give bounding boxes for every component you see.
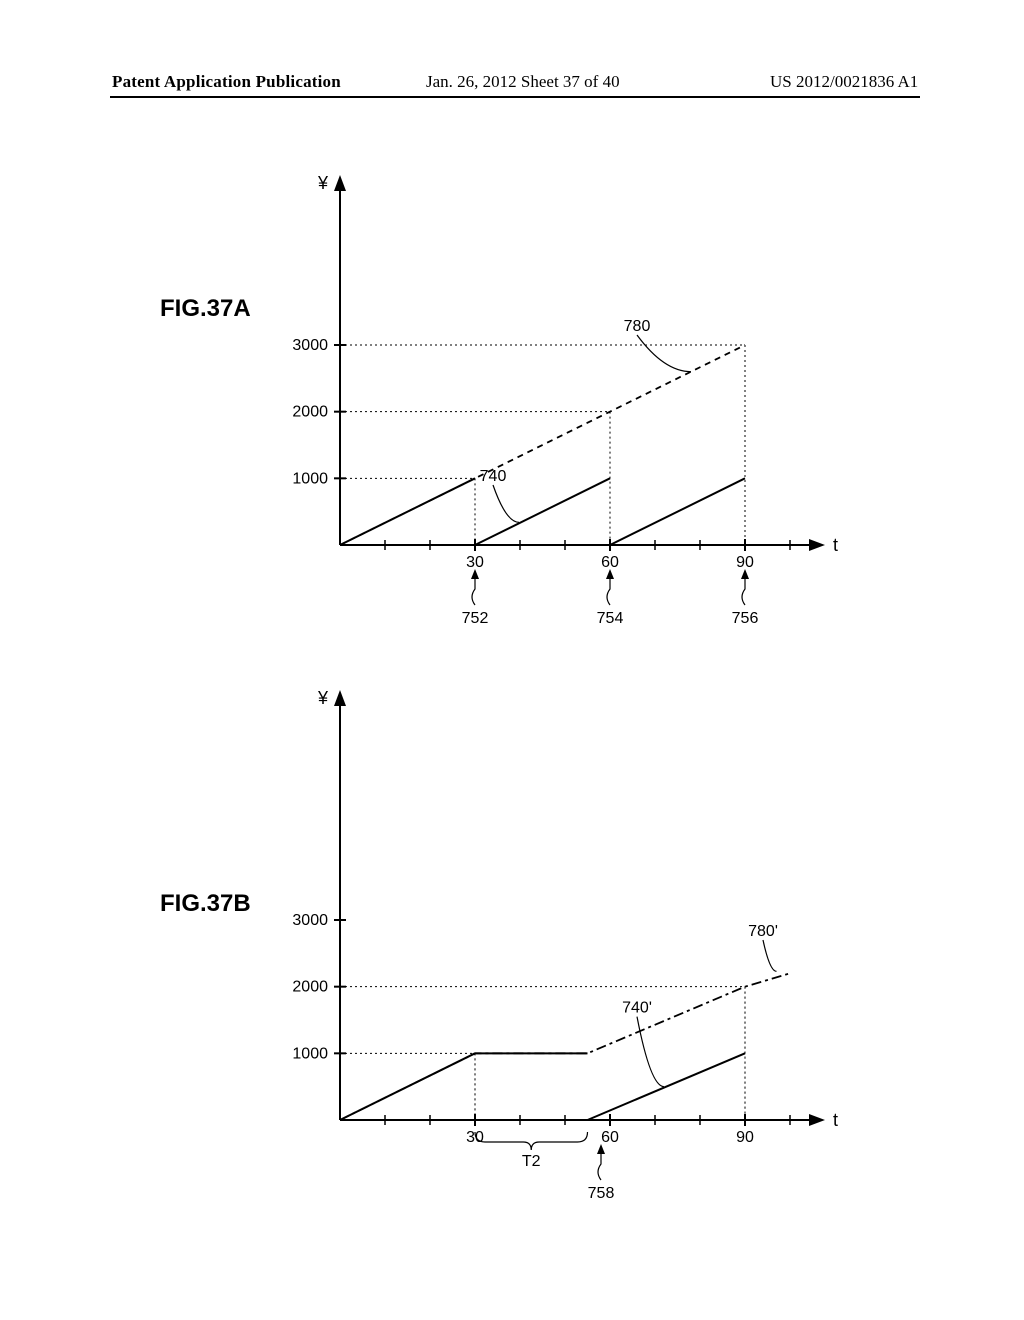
svg-text:¥: ¥ [317, 688, 329, 708]
header-mid: Jan. 26, 2012 Sheet 37 of 40 [426, 72, 620, 92]
svg-text:756: 756 [732, 610, 759, 627]
svg-text:90: 90 [736, 1129, 754, 1146]
svg-text:758: 758 [588, 1185, 615, 1202]
page-header: Patent Application Publication Jan. 26, … [0, 70, 1024, 100]
svg-text:¥: ¥ [317, 173, 329, 193]
svg-text:2000: 2000 [292, 979, 328, 996]
header-left: Patent Application Publication [112, 72, 341, 92]
fig37a-chart: ¥ t 30 60 90 1000 2000 3000 740 780 752 754 756 [270, 165, 870, 635]
fig37a-label: FIG.37A [160, 295, 251, 323]
svg-text:754: 754 [597, 610, 624, 627]
svg-text:752: 752 [462, 610, 489, 627]
svg-text:1000: 1000 [292, 1045, 328, 1062]
fig37b-label: FIG.37B [160, 890, 251, 918]
svg-text:30: 30 [466, 554, 484, 571]
svg-text:2000: 2000 [292, 404, 328, 421]
svg-text:1000: 1000 [292, 470, 328, 487]
svg-text:780': 780' [748, 923, 778, 940]
svg-text:740: 740 [480, 468, 507, 485]
svg-text:740': 740' [622, 1000, 652, 1017]
svg-text:t: t [833, 535, 838, 555]
svg-text:30: 30 [466, 1129, 484, 1146]
page: Patent Application Publication Jan. 26, … [0, 0, 1024, 1320]
figure-37a: FIG.37A ¥ t 30 60 90 1000 2000 3000 740 780 752 754… [150, 165, 870, 635]
svg-text:3000: 3000 [292, 912, 328, 929]
svg-text:3000: 3000 [292, 337, 328, 354]
header-right: US 2012/0021836 A1 [770, 72, 918, 92]
svg-text:t: t [833, 1110, 838, 1130]
svg-text:T2: T2 [522, 1153, 541, 1170]
svg-text:60: 60 [601, 1129, 619, 1146]
fig37b-chart: ¥ t 30 60 90 1000 2000 3000 740' 780' T2 758 [270, 680, 910, 1240]
svg-text:60: 60 [601, 554, 619, 571]
header-divider [110, 96, 920, 98]
svg-text:90: 90 [736, 554, 754, 571]
svg-text:780: 780 [624, 318, 651, 335]
figure-37b: FIG.37B ¥ t 30 60 90 1000 2000 3000 740' 780' T2 75… [150, 680, 910, 1240]
